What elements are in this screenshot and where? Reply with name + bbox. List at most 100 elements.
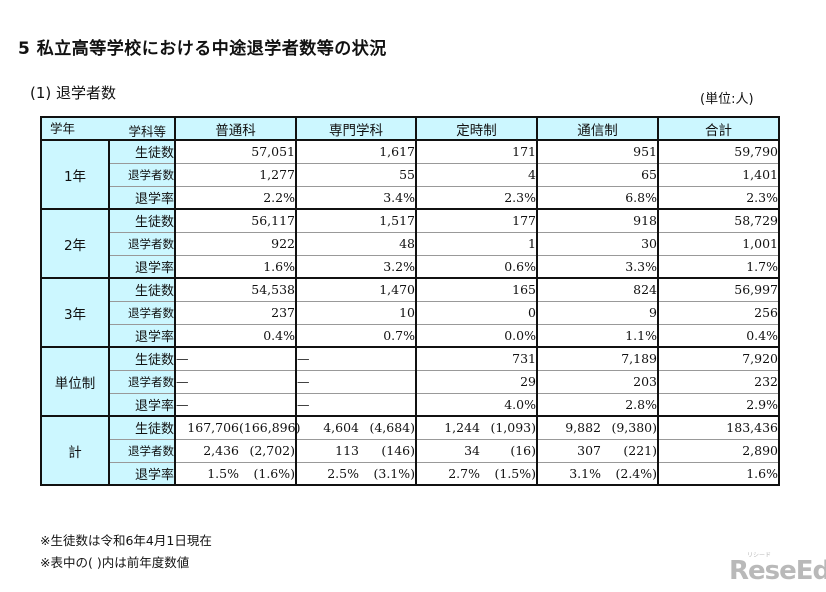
table-row: 退学率 1.5% (1.6%) 2.5% (3.1%) 2.7% (1.5%) 3.1% (2.…	[41, 462, 780, 486]
prior-year-value: (2,702)	[249, 443, 295, 458]
value-cell: 1,001	[657, 232, 780, 256]
logo-text: ReseEd	[729, 556, 826, 586]
value-cell: 1,517	[295, 209, 417, 233]
value-cell: 2.3%	[415, 186, 538, 210]
column-header: 定時制	[415, 116, 538, 141]
value-cell: —	[295, 370, 417, 394]
value-cell: 232	[657, 370, 780, 394]
column-header: 通信制	[536, 116, 659, 141]
table-body: 1年 生徒数 57,051 1,617 171 951 59,790 退学者数 1,277 55 4…	[40, 139, 780, 486]
value-cell: 4.0%	[415, 393, 538, 417]
prior-year-value: (146)	[381, 443, 415, 458]
value-cell: 1,277	[174, 163, 297, 187]
value-cell: 3.3%	[536, 255, 659, 279]
row-metric-label: 退学率	[108, 393, 176, 417]
value-cell: 2.3%	[657, 186, 780, 210]
footnote: ※生徒数は令和6年4月1日現在	[40, 533, 212, 548]
value-with-prior-year-cell: 3.1% (2.4%)	[536, 462, 659, 486]
diagonal-header-cell: 学科等 学年	[40, 116, 176, 141]
row-metric-label: 生徒数	[108, 347, 176, 371]
row-metric-label: 退学率	[108, 255, 176, 279]
value-cell: 7,920	[657, 347, 780, 371]
table-row: 退学者数 — —29 203 232	[41, 370, 780, 394]
row-metric-label: 退学者数	[108, 163, 176, 187]
prior-year-value: (9,380)	[611, 420, 657, 436]
value-cell: 0.6%	[415, 255, 538, 279]
current-value: 3.1%	[569, 465, 601, 481]
value-cell: 165	[415, 278, 538, 302]
current-value: 2.5%	[327, 465, 359, 481]
table-row: 単位制 生徒数 — —731 7,189 7,920	[40, 346, 780, 417]
value-with-prior-year-cell: 2.5% (3.1%)	[295, 462, 417, 486]
value-cell: 2.8%	[536, 393, 659, 417]
prior-year-value: (1,093)	[490, 420, 536, 436]
value-cell: 56,997	[657, 278, 780, 302]
table-row: 退学率 1.6% 3.2% 0.6% 3.3% 1.7%	[41, 255, 780, 279]
dropout-table: 学科等 学年 普通科 専門学科 定時制 通信制 合計 1年 生徒数 57,051 1,…	[40, 116, 780, 486]
value-cell: 58,729	[657, 209, 780, 233]
value-with-prior-year-cell: 307 (221)	[536, 439, 659, 463]
prior-year-value: (4,684)	[369, 420, 415, 436]
column-header: 普通科	[174, 116, 297, 141]
current-value: 307	[577, 443, 601, 458]
column-header: 合計	[657, 116, 780, 141]
logo-ruby: リシード	[747, 552, 772, 559]
row-metric-label: 退学者数	[108, 370, 176, 394]
row-metric-label: 退学者数	[108, 232, 176, 256]
value-with-prior-year-cell: 2.7% (1.5%)	[415, 462, 538, 486]
prior-year-value: (221)	[623, 443, 657, 458]
value-cell: 2.2%	[174, 186, 297, 210]
row-metric-label: 生徒数	[108, 140, 176, 164]
table-row: 3年 生徒数 54,538 1,470 165 824 56,997	[40, 277, 780, 348]
current-value: 2.7%	[448, 465, 480, 481]
value-cell: 1,617	[295, 140, 417, 164]
row-metric-label: 生徒数	[108, 416, 176, 440]
value-cell: 57,051	[174, 140, 297, 164]
value-cell: 65	[536, 163, 659, 187]
current-value: 34	[464, 443, 480, 458]
value-with-prior-year-cell: 1,244 (1,093)	[415, 416, 538, 440]
value-cell: —	[295, 393, 417, 417]
table-row: 退学者数 922 48 1 30 1,001	[41, 232, 780, 256]
table-row: 退学者数 2,436 (2,702) 113 (146) 34 (16) 307 (221) 2,…	[41, 439, 780, 463]
row-metric-label: 退学率	[108, 186, 176, 210]
table-row: 退学者数 1,277 55 4 65 1,401	[41, 163, 780, 187]
value-cell: 1.6%	[657, 462, 780, 486]
footnote: ※表中の( )内は前年度数値	[40, 555, 190, 570]
row-metric-label: 退学者数	[108, 439, 176, 463]
value-cell: 56,117	[174, 209, 297, 233]
prior-year-value: (16)	[510, 443, 536, 458]
unit-label: (単位:人)	[700, 92, 754, 107]
table-row: 1年 生徒数 57,051 1,617 171 951 59,790	[40, 139, 780, 210]
prior-year-value: (3.1%)	[373, 465, 415, 481]
value-cell: 1.1%	[536, 324, 659, 348]
value-cell: 1	[415, 232, 538, 256]
section-subtitle: (1) 退学者数	[30, 84, 117, 102]
current-value: 2,436	[203, 443, 239, 458]
value-cell: 2,890	[657, 439, 780, 463]
prior-year-value: (166,896)	[239, 420, 301, 436]
table-row: 2年 生徒数 56,117 1,517 177 918 58,729	[40, 208, 780, 279]
value-cell: 0	[415, 301, 538, 325]
value-cell: 918	[536, 209, 659, 233]
value-cell: 1.7%	[657, 255, 780, 279]
value-cell: 171	[415, 140, 538, 164]
value-cell: 922	[174, 232, 297, 256]
table-row: 計生徒数 167,706(166,896) 4,604 (4,684) 1,244 (1,…	[40, 415, 780, 486]
column-header: 専門学科	[295, 116, 417, 141]
row-axis-label: 学年	[50, 121, 76, 136]
value-cell: 0.4%	[657, 324, 780, 348]
value-cell: 0.7%	[295, 324, 417, 348]
value-with-prior-year-cell: 2,436 (2,702)	[174, 439, 297, 463]
value-cell: 10	[295, 301, 417, 325]
value-with-prior-year-cell: 34 (16)	[415, 439, 538, 463]
value-cell: —	[174, 347, 297, 371]
value-cell: 48	[295, 232, 417, 256]
column-axis-label: 学科等	[128, 124, 166, 139]
header-row: 学科等 学年 普通科 専門学科 定時制 通信制 合計	[40, 116, 780, 141]
value-with-prior-year-cell: 4,604 (4,684)	[295, 416, 417, 440]
value-cell: 1.6%	[174, 255, 297, 279]
current-value: 167,706	[187, 420, 239, 436]
value-cell: 55	[295, 163, 417, 187]
current-value: 1,244	[444, 420, 480, 436]
